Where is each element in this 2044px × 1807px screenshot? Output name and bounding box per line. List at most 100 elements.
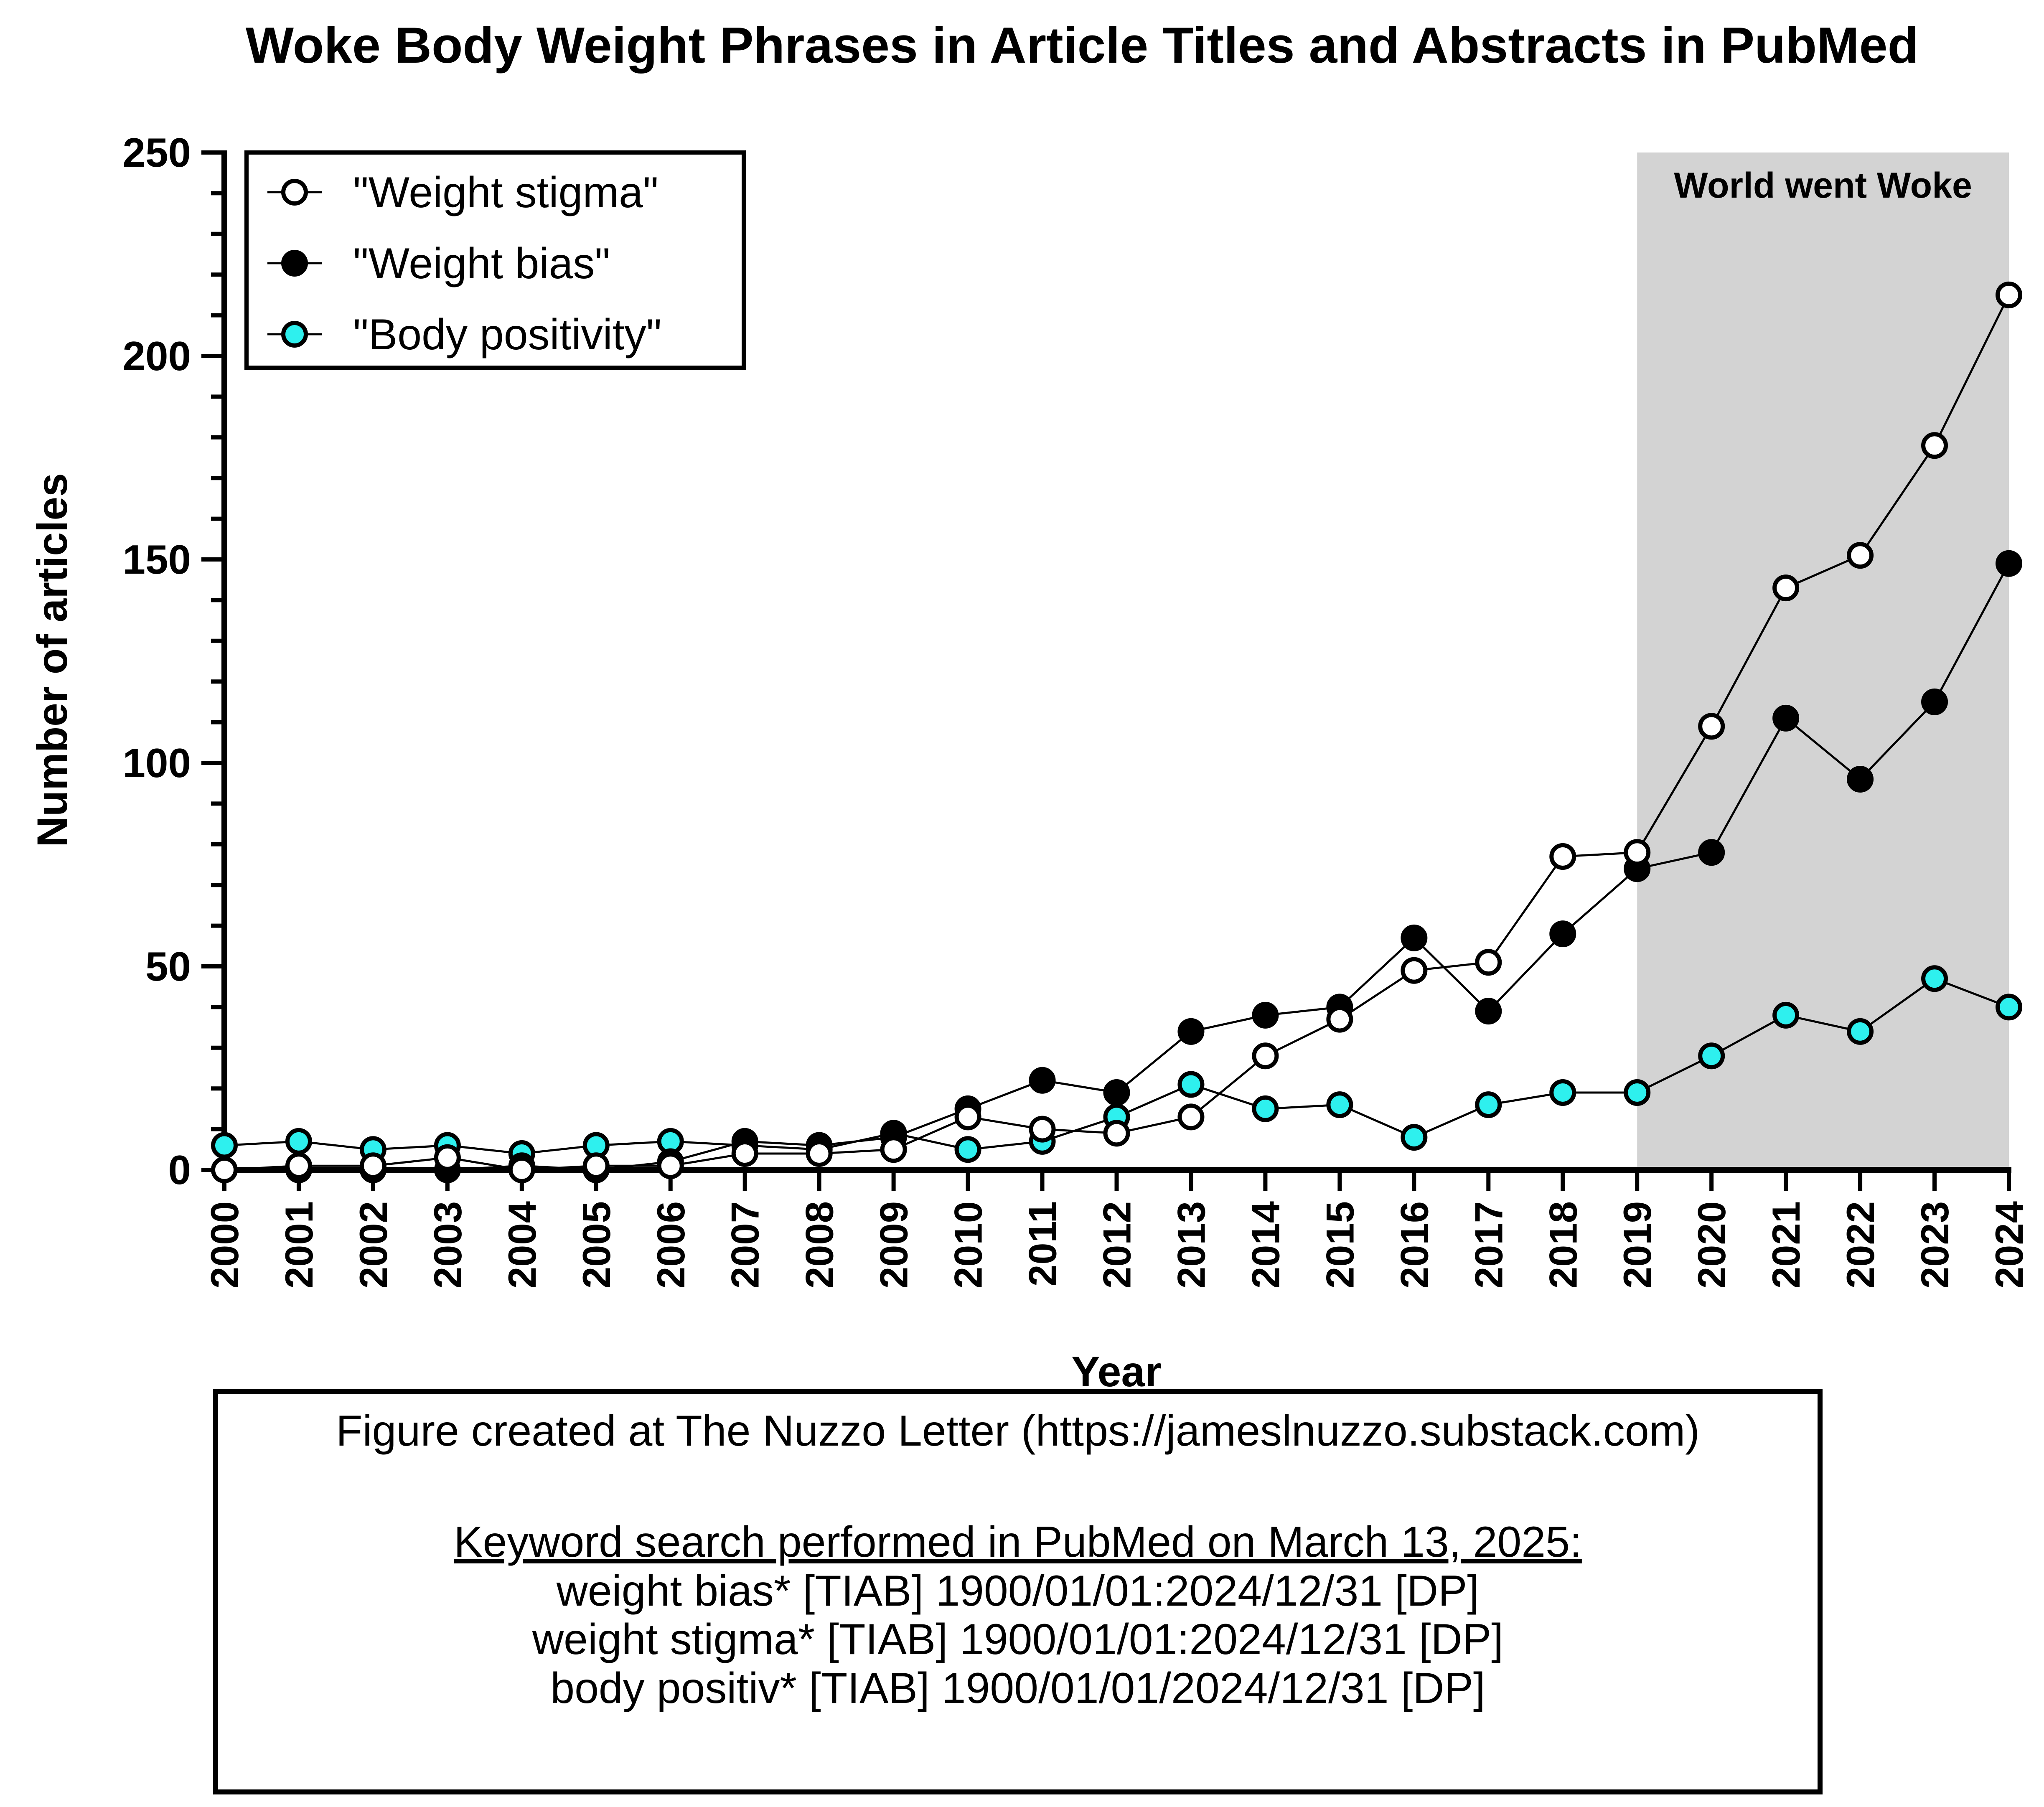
chart-title: Woke Body Weight Phrases in Article Titl… [246, 17, 1919, 74]
shaded-region-layer: World went Woke [1637, 152, 2009, 1170]
data-point-series-2 [1401, 1124, 1428, 1151]
data-point-series-0 [434, 1144, 461, 1171]
data-point-series-2 [1921, 965, 1948, 992]
data-point-series-2 [285, 1128, 312, 1155]
x-tick-label: 2022 [1838, 1201, 1882, 1289]
legend-marker [281, 179, 308, 206]
x-tick-label: 2009 [872, 1201, 916, 1289]
data-point-series-0 [1029, 1116, 1056, 1143]
x-tick-label: 2023 [1913, 1201, 1957, 1289]
data-point-series-0 [1698, 713, 1725, 740]
data-point-series-0 [1549, 843, 1576, 870]
x-axis-label: Year [1071, 1348, 1162, 1395]
legend: "Weight stigma" "Weight bias" "Body positi… [244, 150, 746, 370]
x-tick-label: 2004 [500, 1201, 544, 1289]
data-point-series-0 [954, 1103, 981, 1131]
x-tick-label: 2014 [1243, 1201, 1287, 1289]
data-point-series-1 [1549, 920, 1576, 948]
credit-text: Figure created at The Nuzzo Letter (http… [336, 1407, 1700, 1455]
data-point-series-1 [1996, 550, 2022, 577]
data-point-series-1 [1698, 839, 1725, 866]
x-tick-label: 2016 [1392, 1201, 1436, 1289]
x-tick-label: 2018 [1541, 1201, 1585, 1289]
data-point-series-0 [1475, 949, 1502, 976]
data-point-series-0 [1103, 1120, 1130, 1147]
data-point-series-0 [1177, 1103, 1205, 1131]
data-point-series-0 [731, 1140, 758, 1167]
x-tick-label: 2010 [946, 1201, 990, 1289]
data-point-series-2 [1624, 1079, 1651, 1106]
data-point-series-0 [1624, 839, 1651, 866]
data-point-series-2 [1847, 1018, 1874, 1045]
legend-label: "Weight stigma" [353, 168, 658, 217]
data-point-series-2 [954, 1136, 981, 1163]
x-tick-label: 2015 [1318, 1201, 1362, 1289]
data-point-series-0 [1252, 1042, 1279, 1070]
y-tick-label: 100 [122, 740, 191, 786]
x-tick-label: 2021 [1764, 1201, 1808, 1289]
y-axis-label: Number of articles [28, 473, 76, 847]
series-points [211, 281, 2022, 1183]
x-tick-label: 2003 [426, 1201, 470, 1289]
data-point-series-0 [1772, 574, 1800, 602]
data-point-series-1 [1103, 1079, 1130, 1106]
data-point-series-2 [211, 1132, 238, 1159]
x-tick-label: 2000 [203, 1201, 247, 1289]
x-tick-label: 2017 [1467, 1201, 1510, 1289]
x-tick-label: 2020 [1690, 1201, 1734, 1289]
data-point-series-1 [1772, 704, 1800, 732]
data-point-series-2 [1549, 1079, 1576, 1106]
x-tick-label: 2005 [575, 1201, 618, 1289]
data-point-series-2 [1177, 1071, 1205, 1098]
data-point-series-1 [1177, 1018, 1205, 1045]
data-point-series-2 [1996, 994, 2022, 1021]
x-tick-label: 2012 [1095, 1201, 1139, 1289]
shaded-region-label: World went Woke [1674, 165, 1972, 206]
query-body-positivity: body positiv* [TIAB] 1900/01/01/2024/12/… [550, 1664, 1485, 1713]
source-note-box: Figure created at The Nuzzo Letter (http… [213, 1389, 1823, 1794]
y-tick-label: 0 [168, 1147, 191, 1193]
x-tick-label: 2013 [1169, 1201, 1213, 1289]
x-tick-label: 2024 [1987, 1201, 2031, 1289]
data-point-series-0 [1921, 432, 1948, 459]
data-point-series-1 [1401, 924, 1428, 951]
data-point-series-0 [285, 1152, 312, 1179]
data-point-series-1 [1921, 688, 1948, 715]
data-point-series-2 [1772, 1001, 1800, 1029]
data-point-series-0 [1401, 957, 1428, 984]
legend-label: "Weight bias" [353, 239, 610, 288]
data-point-series-1 [1847, 765, 1874, 793]
legend-label: "Body positivity" [353, 310, 662, 359]
data-point-series-0 [508, 1156, 535, 1183]
legend-box [244, 150, 746, 370]
search-heading: Keyword search performed in PubMed on Ma… [454, 1518, 1582, 1567]
data-point-series-0 [806, 1140, 833, 1167]
x-tick-label: 2002 [351, 1201, 395, 1289]
data-point-series-1 [1475, 998, 1502, 1025]
x-tick-label: 2019 [1615, 1201, 1659, 1289]
x-tick-label: 2006 [649, 1201, 693, 1289]
data-point-series-0 [657, 1152, 684, 1179]
data-point-series-0 [1996, 281, 2022, 308]
data-point-series-0 [1326, 1006, 1353, 1033]
query-weight-bias: weight bias* [TIAB] 1900/01/01:2024/12/3… [556, 1566, 1480, 1615]
data-point-series-0 [211, 1156, 238, 1183]
legend-marker [281, 250, 308, 277]
x-tick-label: 2001 [277, 1201, 321, 1289]
legend-marker [281, 321, 308, 348]
x-tick-label: 2007 [723, 1201, 767, 1289]
data-point-series-0 [1847, 542, 1874, 569]
data-point-series-1 [1029, 1067, 1056, 1094]
data-point-series-2 [1326, 1091, 1353, 1118]
data-point-series-2 [1252, 1095, 1279, 1122]
shaded-region [1637, 152, 2009, 1170]
x-tick-label: 2011 [1021, 1201, 1065, 1286]
y-tick-label: 250 [122, 130, 191, 175]
y-tick-label: 150 [122, 536, 191, 582]
data-point-series-0 [359, 1152, 386, 1179]
query-weight-stigma: weight stigma* [TIAB] 1900/01/01:2024/12… [532, 1615, 1504, 1664]
data-point-series-2 [1475, 1091, 1502, 1118]
data-point-series-0 [880, 1136, 907, 1163]
x-tick-label: 2008 [798, 1201, 841, 1289]
